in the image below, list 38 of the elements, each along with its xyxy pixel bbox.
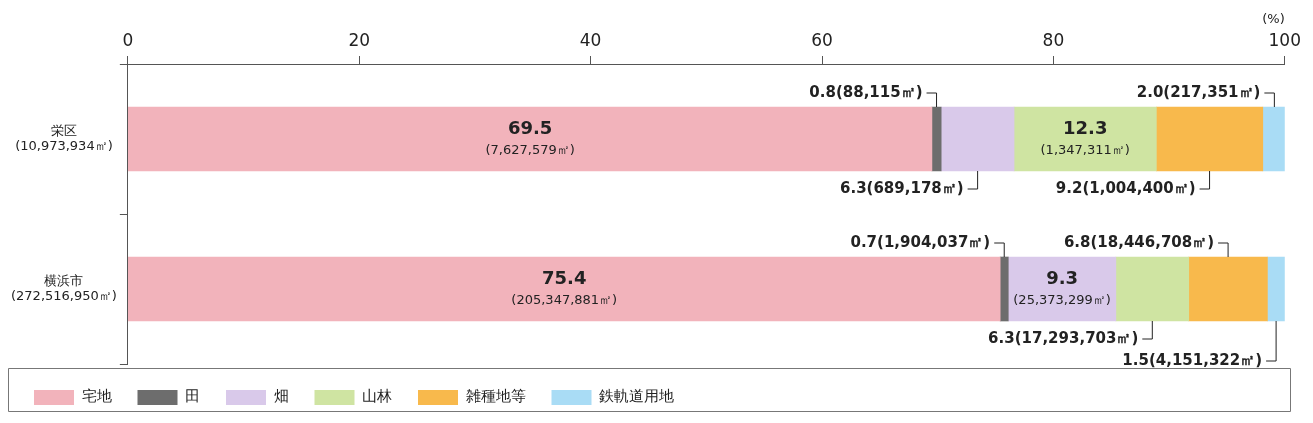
data-label: 2.0(217,351㎡) [1136, 82, 1261, 101]
bar [999, 256, 1009, 322]
legend-label: 田 [185, 387, 200, 406]
legend-label: 雑種地等 [465, 387, 526, 406]
x-axis-title: (%) [1262, 11, 1285, 27]
bar [1115, 256, 1190, 322]
data-label: 6.8(18,446,708㎡) [1063, 232, 1215, 251]
data-label: 12.3(1,347,311㎡) [1040, 116, 1130, 158]
bar [931, 106, 942, 172]
bar [1156, 106, 1264, 172]
bar [940, 106, 1015, 172]
y-tick-label: 栄区 (10,973,934㎡) [15, 122, 113, 154]
x-tick-label: 0 [122, 30, 134, 51]
data-label: 6.3(17,293,703㎡) [988, 328, 1139, 347]
data-label: 0.7(1,904,037㎡) [850, 232, 991, 251]
data-label: 9.3(25,373,299㎡) [1013, 266, 1111, 308]
data-label: 75.4(205,347,881㎡) [511, 266, 618, 308]
x-tick-label: 60 [811, 30, 833, 51]
bar [1262, 106, 1285, 172]
x-tick-label: 100 [1268, 30, 1301, 51]
data-label: 1.5(4,151,322㎡) [1122, 350, 1263, 369]
bar [1013, 106, 1157, 172]
legend-label: 山林 [362, 387, 392, 406]
data-label: 6.3(689,178㎡) [840, 178, 964, 197]
legend-label: 鉄軌道用地 [599, 387, 674, 406]
x-tick-label: 20 [348, 30, 371, 51]
data-label: 0.8(88,115㎡) [809, 82, 923, 101]
x-tick-label: 80 [1042, 30, 1065, 51]
bar [1188, 256, 1268, 322]
bar [128, 106, 933, 172]
y-tick-label: 横浜市 (272,516,950㎡) [10, 272, 117, 304]
bar [128, 256, 1001, 322]
legend-label: 畑 [273, 387, 289, 406]
x-tick-label: 40 [579, 30, 602, 51]
legend-label: 宅地 [81, 387, 112, 406]
bar [1267, 256, 1285, 322]
data-label: 9.2(1,004,400㎡) [1055, 178, 1196, 197]
data-label: 69.5(7,627,579㎡) [485, 116, 575, 158]
